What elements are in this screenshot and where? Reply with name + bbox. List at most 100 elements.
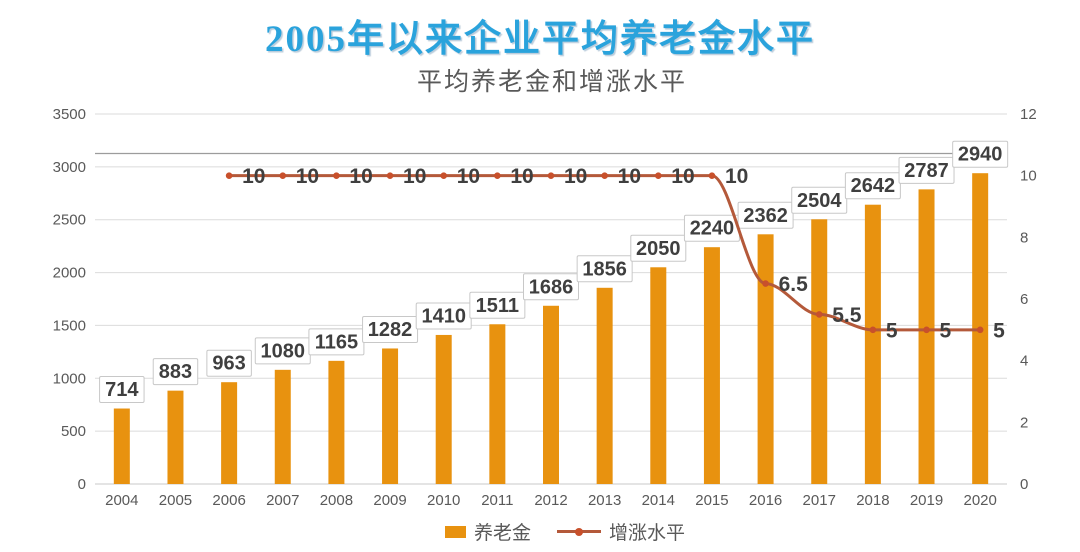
line-value-label: 10 bbox=[242, 165, 265, 188]
legend-label-growth: 增涨水平 bbox=[609, 523, 686, 544]
bar bbox=[650, 267, 667, 484]
bar-value-label-box bbox=[630, 234, 687, 262]
x-axis-tick-label: 2013 bbox=[588, 492, 621, 509]
bar-value-label-box bbox=[99, 376, 145, 404]
legend-item-growth: 增涨水平 bbox=[557, 518, 685, 545]
bar-value-label: 2787 bbox=[904, 160, 949, 182]
line-value-label: 10 bbox=[671, 165, 694, 188]
bar bbox=[274, 369, 291, 484]
left-axis-tick-label: 3000 bbox=[53, 159, 86, 176]
bar-value-label: 1511 bbox=[476, 295, 519, 317]
right-axis-tick-label: 12 bbox=[1020, 106, 1037, 123]
left-axis-tick-label: 0 bbox=[78, 476, 86, 493]
bar-value-label: 1282 bbox=[368, 319, 413, 341]
bar bbox=[489, 324, 506, 484]
line-value-label: 5 bbox=[940, 319, 952, 342]
line-marker bbox=[494, 172, 501, 179]
line-marker bbox=[601, 172, 608, 179]
bar-value-label-box bbox=[952, 140, 1009, 168]
legend-label-pension: 养老金 bbox=[473, 523, 531, 544]
x-axis-tick-label: 2015 bbox=[695, 492, 728, 509]
bar-value-label: 1410 bbox=[421, 305, 466, 327]
right-axis-tick-label: 4 bbox=[1020, 353, 1028, 370]
bar bbox=[328, 360, 345, 484]
legend-item-pension: 养老金 bbox=[444, 518, 531, 545]
bar-value-label: 2362 bbox=[743, 205, 788, 227]
line-marker bbox=[815, 311, 823, 318]
x-axis-tick-label: 2008 bbox=[320, 492, 353, 509]
x-axis-tick-label: 2020 bbox=[963, 492, 996, 509]
bar bbox=[382, 348, 399, 484]
line-marker bbox=[279, 172, 287, 179]
bar bbox=[167, 390, 184, 484]
line-value-label: 5 bbox=[993, 319, 1005, 342]
page-title: 2005年以来企业平均养老金水平 bbox=[265, 19, 815, 60]
bar-value-label: 883 bbox=[159, 361, 192, 383]
bar-value-label-box bbox=[523, 273, 579, 301]
bar-value-label: 2050 bbox=[636, 238, 681, 260]
bar bbox=[918, 189, 935, 485]
right-axis-tick-label: 0 bbox=[1020, 476, 1028, 493]
bar-value-label-box bbox=[206, 349, 252, 377]
x-axis-tick-label: 2006 bbox=[212, 492, 245, 509]
x-axis-tick-label: 2007 bbox=[266, 492, 299, 509]
bar-value-label-box bbox=[791, 186, 848, 214]
left-axis-tick-label: 2000 bbox=[53, 265, 86, 282]
bar bbox=[596, 287, 613, 484]
line-value-label: 10 bbox=[296, 165, 319, 188]
bar-value-label: 2642 bbox=[851, 175, 896, 197]
line-marker bbox=[976, 326, 984, 334]
bar-value-label: 1686 bbox=[529, 276, 574, 298]
x-axis-tick-label: 2014 bbox=[642, 492, 675, 509]
chart-legend: 养老金 增涨水平 bbox=[25, 518, 1080, 545]
line-value-label: 10 bbox=[725, 165, 748, 188]
bar-value-label: 2940 bbox=[958, 144, 1003, 166]
line-value-label: 10 bbox=[618, 165, 641, 188]
line-marker bbox=[440, 172, 448, 179]
line-value-label: 10 bbox=[510, 165, 533, 188]
bar-value-label: 2240 bbox=[690, 218, 735, 240]
bar bbox=[864, 204, 881, 484]
growth-line bbox=[229, 174, 981, 332]
bar-value-label-box bbox=[737, 201, 794, 229]
line-marker bbox=[225, 172, 233, 179]
x-axis-tick-label: 2016 bbox=[749, 492, 782, 509]
line-value-label: 6.5 bbox=[779, 273, 809, 296]
right-axis-tick-label: 6 bbox=[1020, 291, 1028, 308]
x-axis-tick-label: 2005 bbox=[159, 492, 192, 509]
line-value-label: 10 bbox=[457, 165, 480, 188]
line-value-label: 10 bbox=[403, 165, 426, 188]
bar bbox=[113, 408, 130, 484]
bar-value-label: 714 bbox=[105, 379, 139, 401]
right-axis-tick-label: 8 bbox=[1020, 229, 1028, 246]
line-marker bbox=[547, 172, 555, 179]
bar-value-label-box bbox=[898, 156, 955, 184]
left-axis-tick-label: 1000 bbox=[53, 370, 86, 387]
line-marker-dot-icon bbox=[575, 527, 583, 536]
line-marker bbox=[869, 326, 877, 334]
line-value-label: 5 bbox=[886, 319, 898, 342]
bar-value-label: 2504 bbox=[797, 190, 842, 212]
left-axis-tick-label: 3500 bbox=[53, 106, 86, 123]
bar-value-label: 1856 bbox=[582, 258, 627, 280]
right-axis-tick-label: 2 bbox=[1020, 414, 1028, 431]
bar-value-label-box bbox=[362, 315, 419, 343]
left-axis-tick-label: 2500 bbox=[53, 212, 86, 229]
line-value-label: 10 bbox=[349, 165, 372, 188]
x-axis-tick-label: 2004 bbox=[105, 492, 138, 509]
line-marker bbox=[923, 326, 930, 334]
line-value-label: 5.5 bbox=[832, 304, 862, 327]
bar bbox=[811, 219, 828, 484]
line-marker bbox=[654, 172, 662, 179]
chart-subtitle: 平均养老金和增涨水平 bbox=[416, 69, 687, 96]
bar-value-label-box bbox=[844, 172, 901, 200]
bar-value-label: 1165 bbox=[315, 331, 358, 353]
x-axis-tick-label: 2011 bbox=[481, 492, 513, 509]
bar-value-label: 963 bbox=[212, 353, 245, 375]
line-marker bbox=[386, 172, 394, 179]
bar bbox=[221, 382, 238, 484]
bar bbox=[543, 305, 559, 484]
x-axis-tick-label: 2019 bbox=[910, 492, 943, 509]
